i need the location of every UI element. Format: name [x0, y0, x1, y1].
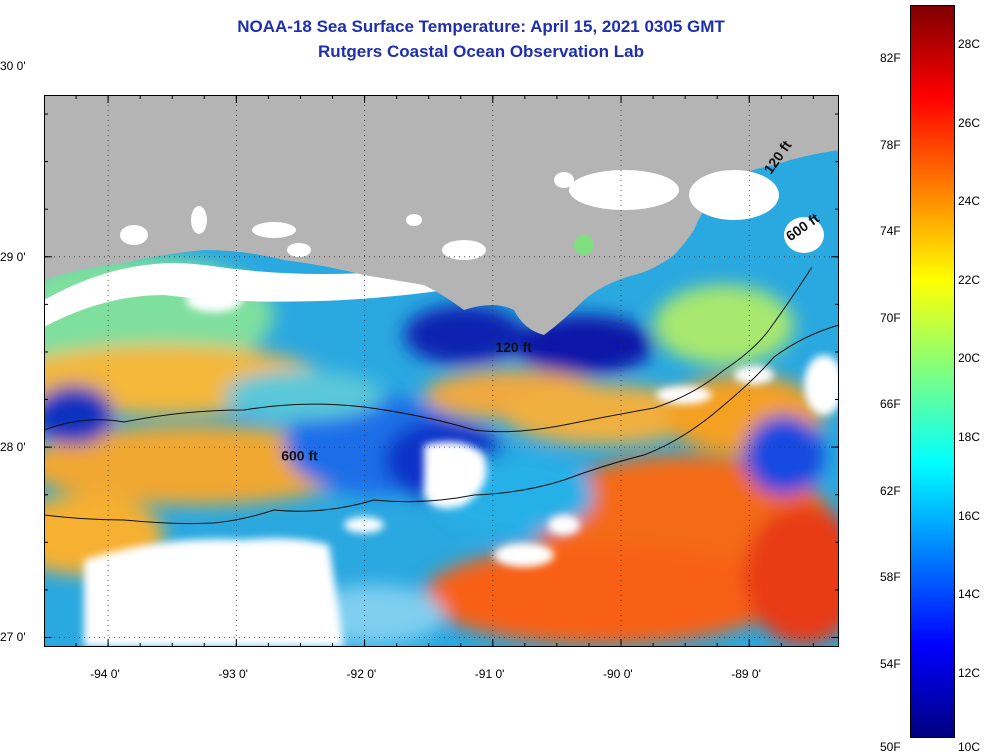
- colorbar-label-f: 66F: [880, 397, 901, 411]
- colorbar-label-c: 16C: [958, 508, 981, 523]
- cloud-coastal-band: [44, 263, 474, 327]
- land-mass: [44, 95, 839, 335]
- map-title: NOAA-18 Sea Surface Temperature: April 1…: [237, 17, 725, 36]
- colorbar-label-c: 18C: [958, 430, 981, 444]
- colorbar-label-f: 62F: [880, 483, 901, 498]
- contour-label: 120 ft: [495, 339, 532, 355]
- map-frame: [44, 95, 839, 647]
- contour-label: 600 ft: [281, 447, 318, 463]
- colorbar: [910, 5, 955, 738]
- colorbar-label-c: 26C: [958, 115, 981, 130]
- axis-ticks: [44, 95, 839, 647]
- colorbar-label-f: 82F: [880, 51, 901, 65]
- lon-tick-label: -92 0': [346, 667, 377, 681]
- lat-tick-label: 30 0': [0, 59, 26, 74]
- sst-map[interactable]: 120 ft 600 ft 120 ft 600 ft -94 0' -93 0' -92…: [0, 59, 839, 681]
- lake-pontchartrain-sst: [574, 235, 594, 255]
- sst-field: [44, 255, 839, 645]
- colorbar-label-f: 74F: [880, 224, 901, 238]
- contour-600ft: [44, 324, 839, 525]
- lon-tick-label: -90 0': [603, 667, 633, 681]
- lon-tick-label: -94 0': [90, 667, 120, 681]
- inland-lakes: [120, 170, 824, 260]
- lat-lon-grid: [44, 95, 839, 647]
- lat-tick-label: 28 0': [0, 440, 26, 455]
- lon-tick-label: -93 0': [218, 667, 248, 681]
- colorbar-label-c: 12C: [958, 665, 981, 680]
- colorbar-label-f: 78F: [880, 137, 901, 152]
- colorbar-label-f: 58F: [880, 570, 901, 584]
- colorbar-label-f: 50F: [880, 740, 901, 754]
- colorbar-label-c: 14C: [958, 587, 981, 602]
- lat-tick-label: 29 0': [0, 249, 26, 264]
- colorbar-label-f: 70F: [880, 310, 901, 325]
- colorbar-label-c: 22C: [958, 272, 981, 287]
- contour-120ft: [44, 266, 813, 433]
- lat-tick-label: 27 0': [0, 630, 26, 645]
- lon-tick-label: -89 0': [731, 667, 761, 681]
- colorbar-label-c: 20C: [958, 351, 981, 366]
- colorbar-label-f: 54F: [880, 656, 901, 671]
- map-subtitle: Rutgers Coastal Ocean Observation Lab: [318, 42, 644, 61]
- colorbar-label-c: 24C: [958, 194, 981, 209]
- colorbar-label-c: 10C: [958, 740, 981, 754]
- colorbar-label-c: 28C: [958, 37, 981, 51]
- cloud-mask: [84, 288, 839, 647]
- lon-tick-label: -91 0': [474, 667, 505, 681]
